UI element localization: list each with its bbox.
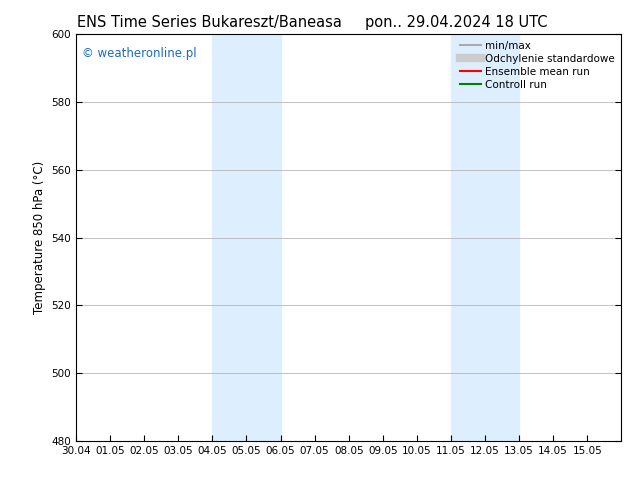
Text: ENS Time Series Bukareszt/Baneasa: ENS Time Series Bukareszt/Baneasa (77, 15, 342, 30)
Text: © weatheronline.pl: © weatheronline.pl (82, 47, 196, 59)
Text: pon.. 29.04.2024 18 UTC: pon.. 29.04.2024 18 UTC (365, 15, 548, 30)
Bar (212, 34, 280, 441)
Legend: min/max, Odchylenie standardowe, Ensemble mean run, Controll run: min/max, Odchylenie standardowe, Ensembl… (456, 36, 619, 94)
Bar (451, 34, 519, 441)
Y-axis label: Temperature 850 hPa (°C): Temperature 850 hPa (°C) (33, 161, 46, 314)
